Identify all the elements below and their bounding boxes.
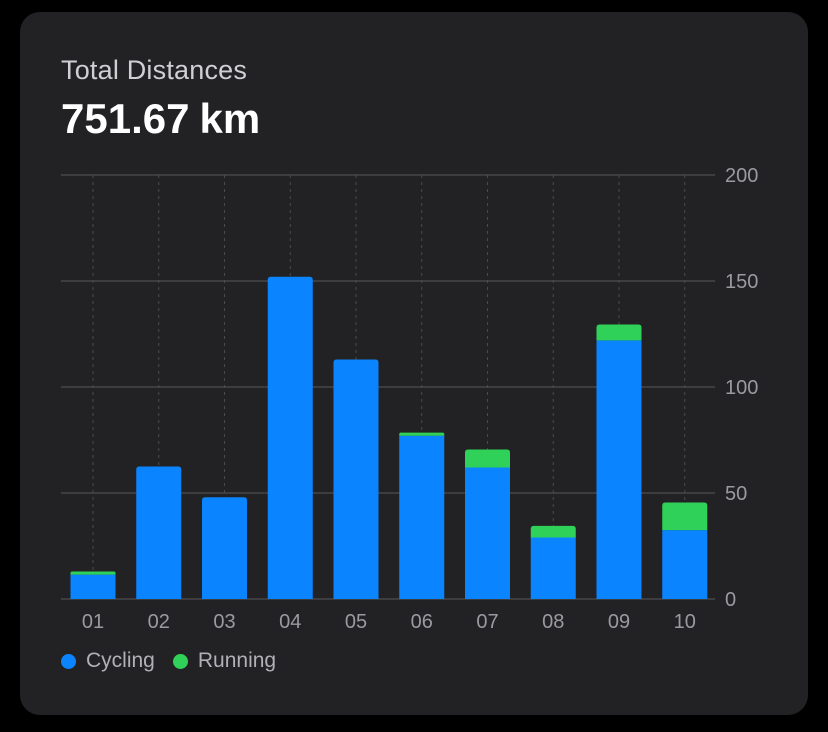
bar-cycling-09[interactable] <box>596 340 642 599</box>
x-tick-label-06: 06 <box>411 611 433 633</box>
x-tick-label-09: 09 <box>608 611 630 633</box>
x-tick-label-03: 03 <box>213 611 235 633</box>
bar-cycling-01[interactable] <box>70 574 116 599</box>
bar-running-10[interactable] <box>662 502 708 531</box>
x-tick-label-04: 04 <box>279 611 301 633</box>
y-tick-label-200: 200 <box>725 165 758 187</box>
axis-labels: 0 50 100 150 200 01 02 03 04 05 06 07 08 09 10 <box>82 165 759 633</box>
bar-cycling-07[interactable] <box>465 467 510 599</box>
total-distance-value: 751.67 <box>61 95 190 142</box>
legend-label-running: Running <box>197 649 277 672</box>
x-tick-label-07: 07 <box>476 611 498 633</box>
legend-label-cycling: Cycling <box>86 649 155 672</box>
total-distance: 751.67 km <box>61 95 260 143</box>
bar-cycling-08[interactable] <box>530 537 576 599</box>
x-tick-label-08: 08 <box>542 611 564 633</box>
y-tick-label-100: 100 <box>725 377 758 399</box>
y-tick-label-0: 0 <box>725 589 736 611</box>
legend-item-running[interactable]: Running <box>172 649 277 673</box>
x-tick-label-10: 10 <box>674 611 696 633</box>
bar-cycling-04[interactable] <box>267 276 313 599</box>
bar-cycling-06[interactable] <box>399 435 445 599</box>
bar-cycling-10[interactable] <box>662 530 708 599</box>
bar-running-06[interactable] <box>399 432 445 436</box>
legend-dot-running <box>172 653 188 669</box>
distance-card: Total Distances 751.67 km 0 50 100 150 200 01 0… <box>20 12 808 715</box>
bar-running-07[interactable] <box>465 449 510 468</box>
x-tick-label-01: 01 <box>82 611 104 633</box>
x-tick-label-02: 02 <box>148 611 170 633</box>
bar-running-01[interactable] <box>70 571 116 575</box>
bar-cycling-02[interactable] <box>136 466 182 600</box>
bar-running-09[interactable] <box>596 324 642 341</box>
legend-dot-cycling <box>61 653 76 669</box>
bar-cycling-03[interactable] <box>202 497 247 599</box>
total-distance-unit: km <box>199 95 261 142</box>
stacked-bar-chart: 0 50 100 150 200 01 02 03 04 05 06 07 08 09 10 <box>61 165 759 633</box>
bar-cycling-05[interactable] <box>333 359 379 599</box>
bars <box>70 276 708 600</box>
legend: Cycling Running <box>61 649 294 673</box>
x-tick-label-05: 05 <box>345 611 367 633</box>
card-title: Total Distances <box>61 55 248 85</box>
y-tick-label-150: 150 <box>725 271 758 293</box>
legend-item-cycling[interactable]: Cycling <box>61 649 155 673</box>
bar-running-08[interactable] <box>530 525 576 538</box>
y-tick-label-50: 50 <box>725 483 747 505</box>
